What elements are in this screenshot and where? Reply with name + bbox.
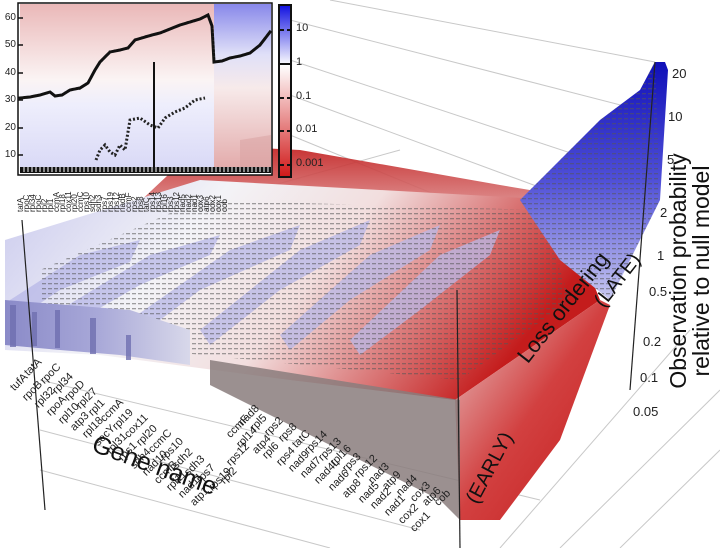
colorbar-tick: 0.01	[296, 123, 318, 135]
z-tick: 0.2	[643, 334, 662, 349]
inset-heatmap	[17, 2, 273, 176]
z-axis-title-line2: relative to null model	[688, 165, 714, 377]
inset-ytick: 50	[4, 39, 16, 50]
z-tick: 5	[667, 152, 675, 167]
z-axis-title: Observation probability relative to null…	[665, 121, 714, 421]
inset-ytick: 60	[4, 12, 16, 23]
axis-lines	[21, 61, 656, 548]
colorbar-tick: 0.001	[296, 157, 324, 169]
z-tick: 0.5	[649, 284, 668, 299]
inset-ytick: 10	[4, 149, 16, 160]
z-tick: 10	[668, 109, 683, 124]
front-gray-bars	[210, 360, 460, 520]
front-blue-bars	[5, 300, 190, 365]
z-tick: 0.05	[633, 404, 659, 419]
colorbar-tick: 0.1	[296, 90, 312, 102]
colorbar	[278, 4, 292, 178]
inset-gene-label: cob	[220, 199, 229, 212]
z-tick: 20	[672, 66, 687, 81]
inset-ytick: 20	[4, 122, 16, 133]
peak-bar-texture	[520, 62, 660, 300]
front-bar-edges	[10, 305, 131, 360]
inset-trace-secondary	[94, 96, 206, 161]
z-tick: 1	[657, 248, 665, 263]
inset-ytick: 30	[4, 94, 16, 105]
z-tick: 0.1	[640, 370, 659, 385]
z-tick: 2	[660, 205, 668, 220]
z-axis-title-line1: Observation probability	[665, 153, 691, 389]
inset-trace-primary	[18, 12, 273, 100]
colorbar-tick: 1	[296, 56, 303, 68]
colorbar-tick: 10	[296, 22, 309, 34]
inset-ytick: 40	[4, 67, 16, 78]
surface-red-flank	[455, 300, 610, 520]
